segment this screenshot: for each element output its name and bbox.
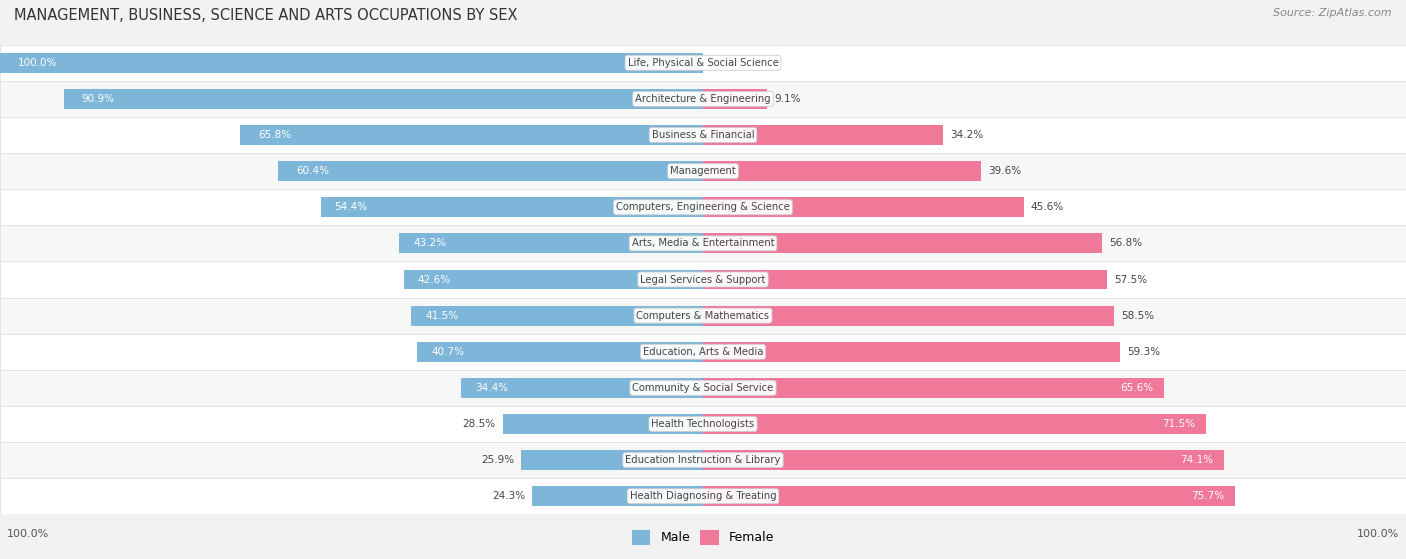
Text: 57.5%: 57.5% (1115, 274, 1147, 285)
Bar (703, 378, 1164, 398)
Bar (703, 414, 1206, 434)
Bar (703, 197, 1024, 217)
Text: 24.3%: 24.3% (492, 491, 526, 501)
Bar (703, 269, 1108, 290)
Text: Education Instruction & Library: Education Instruction & Library (626, 455, 780, 465)
Bar (520, 450, 703, 470)
Text: 25.9%: 25.9% (481, 455, 515, 465)
Text: 71.5%: 71.5% (1161, 419, 1195, 429)
Text: 34.2%: 34.2% (950, 130, 984, 140)
FancyBboxPatch shape (0, 478, 1406, 514)
Bar (321, 197, 703, 217)
FancyBboxPatch shape (0, 262, 1406, 297)
Text: 90.9%: 90.9% (82, 94, 114, 104)
Text: Source: ZipAtlas.com: Source: ZipAtlas.com (1274, 8, 1392, 18)
Text: 100.0%: 100.0% (7, 529, 49, 539)
Text: 65.8%: 65.8% (259, 130, 291, 140)
Text: Life, Physical & Social Science: Life, Physical & Social Science (627, 58, 779, 68)
Text: Computers & Mathematics: Computers & Mathematics (637, 311, 769, 321)
Bar (416, 342, 703, 362)
Text: 39.6%: 39.6% (988, 166, 1022, 176)
Text: 40.7%: 40.7% (430, 347, 464, 357)
Text: Community & Social Service: Community & Social Service (633, 383, 773, 393)
Text: Arts, Media & Entertainment: Arts, Media & Entertainment (631, 238, 775, 248)
FancyBboxPatch shape (0, 334, 1406, 370)
Text: 42.6%: 42.6% (418, 274, 451, 285)
Bar (503, 414, 703, 434)
Bar (703, 450, 1223, 470)
Text: Architecture & Engineering: Architecture & Engineering (636, 94, 770, 104)
Text: 56.8%: 56.8% (1109, 238, 1143, 248)
Bar (278, 161, 703, 181)
FancyBboxPatch shape (0, 370, 1406, 406)
FancyBboxPatch shape (0, 81, 1406, 117)
Text: Health Technologists: Health Technologists (651, 419, 755, 429)
FancyBboxPatch shape (0, 442, 1406, 478)
Bar (703, 89, 768, 109)
Bar (703, 161, 981, 181)
Text: 28.5%: 28.5% (463, 419, 496, 429)
Bar (399, 234, 703, 253)
Text: Computers, Engineering & Science: Computers, Engineering & Science (616, 202, 790, 212)
Text: 43.2%: 43.2% (413, 238, 447, 248)
FancyBboxPatch shape (0, 225, 1406, 262)
Text: 9.1%: 9.1% (775, 94, 800, 104)
FancyBboxPatch shape (0, 153, 1406, 189)
Bar (0, 53, 703, 73)
Bar (703, 342, 1119, 362)
Legend: Male, Female: Male, Female (627, 525, 779, 550)
Bar (703, 234, 1102, 253)
Text: 100.0%: 100.0% (1357, 529, 1399, 539)
FancyBboxPatch shape (0, 297, 1406, 334)
Text: MANAGEMENT, BUSINESS, SCIENCE AND ARTS OCCUPATIONS BY SEX: MANAGEMENT, BUSINESS, SCIENCE AND ARTS O… (14, 8, 517, 23)
Text: Business & Financial: Business & Financial (652, 130, 754, 140)
Text: Education, Arts & Media: Education, Arts & Media (643, 347, 763, 357)
Text: 41.5%: 41.5% (425, 311, 458, 321)
Bar (533, 486, 703, 506)
Bar (703, 125, 943, 145)
Text: 74.1%: 74.1% (1180, 455, 1213, 465)
Bar (240, 125, 703, 145)
Text: Health Diagnosing & Treating: Health Diagnosing & Treating (630, 491, 776, 501)
Text: 54.4%: 54.4% (335, 202, 368, 212)
Text: Legal Services & Support: Legal Services & Support (640, 274, 766, 285)
Bar (703, 486, 1236, 506)
Bar (461, 378, 703, 398)
Bar (404, 269, 703, 290)
Text: 59.3%: 59.3% (1128, 347, 1160, 357)
Text: Management: Management (671, 166, 735, 176)
FancyBboxPatch shape (0, 45, 1406, 81)
Text: 34.4%: 34.4% (475, 383, 509, 393)
Text: 60.4%: 60.4% (297, 166, 329, 176)
Bar (412, 306, 703, 325)
Text: 45.6%: 45.6% (1031, 202, 1064, 212)
Text: 58.5%: 58.5% (1122, 311, 1154, 321)
Text: 75.7%: 75.7% (1191, 491, 1225, 501)
Bar (703, 306, 1115, 325)
Text: 0.0%: 0.0% (710, 58, 737, 68)
Bar (63, 89, 703, 109)
FancyBboxPatch shape (0, 406, 1406, 442)
Text: 100.0%: 100.0% (17, 58, 58, 68)
FancyBboxPatch shape (0, 117, 1406, 153)
FancyBboxPatch shape (0, 189, 1406, 225)
Text: 65.6%: 65.6% (1121, 383, 1154, 393)
